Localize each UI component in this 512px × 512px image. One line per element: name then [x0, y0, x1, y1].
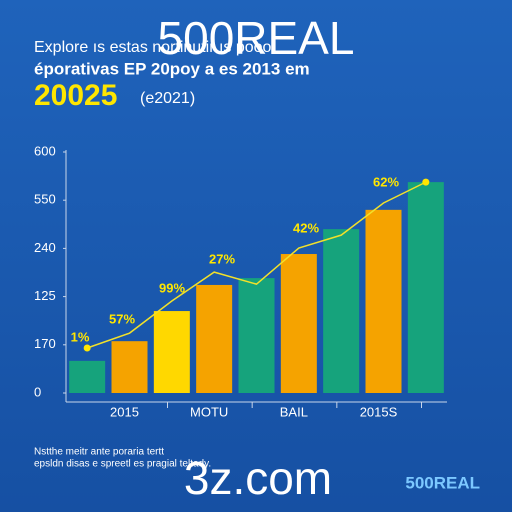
y-tick-label: 600 — [34, 143, 56, 158]
subtitle: éporativas EP 20poy a es 2013 em — [34, 59, 310, 78]
y-tick-label: 240 — [34, 240, 56, 255]
source: epsldn disas e spreetl es pragial teltad… — [34, 459, 211, 470]
trend-point — [83, 344, 91, 352]
bar — [69, 360, 106, 393]
bar — [365, 209, 402, 393]
chart-title: 500REAL — [158, 12, 355, 64]
bar — [111, 341, 148, 393]
bar — [323, 229, 360, 393]
bar — [238, 278, 275, 393]
annotation: 1% — [71, 329, 90, 344]
watermark: 3z.com — [184, 452, 332, 504]
annotation: 57% — [109, 311, 135, 326]
annotation: 27% — [209, 251, 235, 266]
y-tick-label: 170 — [34, 336, 56, 351]
annotation: 42% — [293, 220, 319, 235]
y-tick-label: 125 — [34, 288, 56, 303]
annotation: 62% — [373, 174, 399, 189]
highlight: 20025 — [34, 79, 117, 112]
bar — [196, 284, 233, 393]
x-tick-label: 2015S — [360, 404, 398, 419]
source: Nstthe meitr ante poraria tertt — [34, 447, 164, 458]
x-tick-label: MOTU — [190, 404, 228, 419]
y-tick-label: 550 — [34, 192, 56, 207]
trend-point — [422, 178, 430, 186]
annotation: 99% — [159, 280, 185, 295]
bar — [153, 311, 190, 393]
bar — [407, 182, 444, 393]
bar — [280, 254, 317, 393]
x-tick-label: 2015 — [110, 404, 139, 419]
y-tick-label: 0 — [34, 384, 41, 399]
highlight-note: (e2021) — [140, 90, 195, 107]
brand: 500REAL — [405, 473, 480, 492]
x-tick-label: BAIL — [280, 404, 308, 419]
trend-line — [86, 181, 427, 349]
subtitle: Explore ıs estas nortinutir ıs pooo — [34, 39, 272, 56]
